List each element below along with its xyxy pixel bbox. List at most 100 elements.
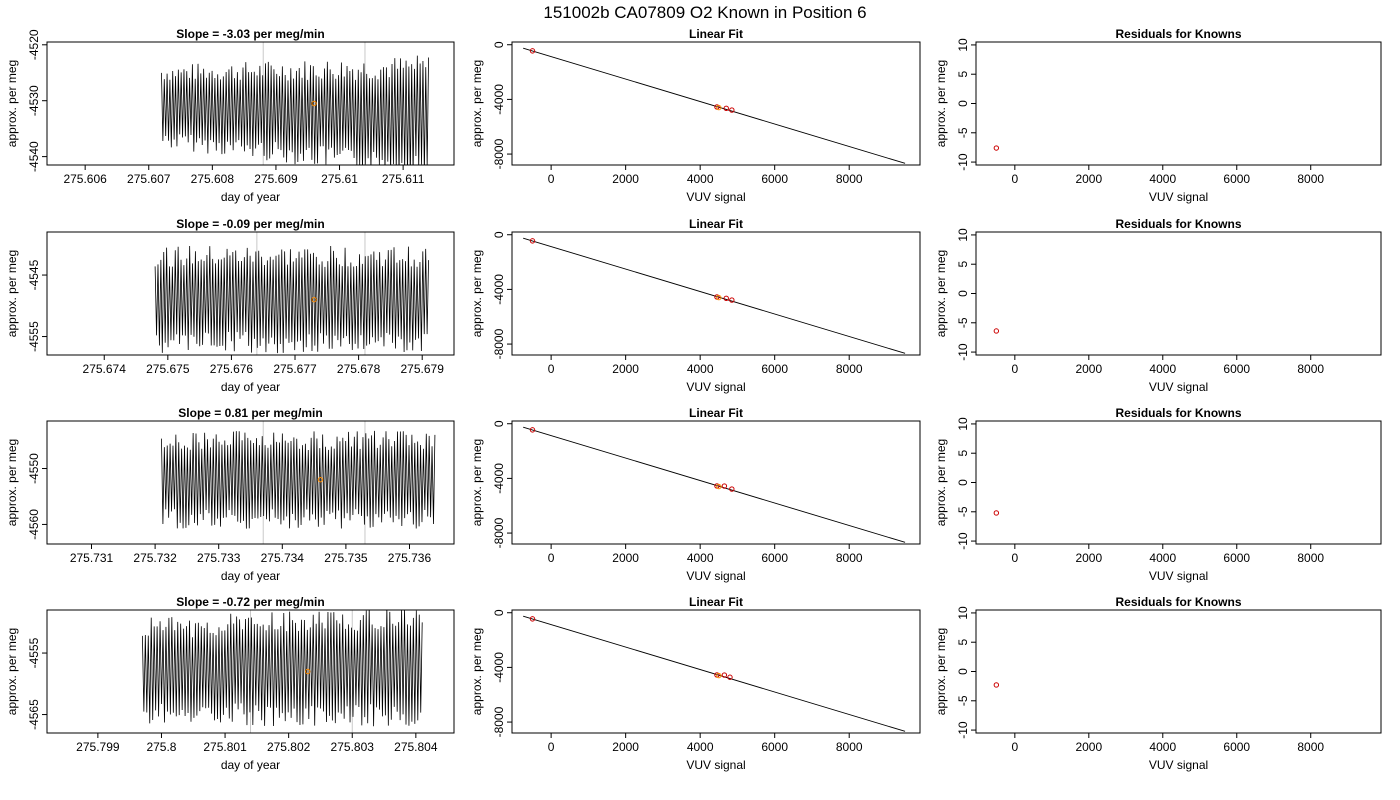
y-tick-label: 0 — [956, 479, 970, 486]
y-tick-label: -4530 — [27, 85, 41, 116]
y-tick-label: -4545 — [27, 259, 41, 290]
y-tick-label: -4520 — [27, 29, 41, 60]
panel-3: Residuals for Knowns 0 2000 4000 6000 8000 -10… — [934, 27, 1382, 204]
plot-frame — [46, 609, 455, 734]
panel-title: Residuals for Knowns — [1115, 595, 1241, 609]
x-tick-label: 0 — [548, 362, 555, 376]
y-tick-label: -5 — [956, 317, 970, 328]
plot-area — [523, 47, 906, 164]
panel-11: Linear Fit 0 2000 4000 6000 8000 -8000 -4000 0 VU… — [470, 595, 921, 772]
x-tick-label: 8000 — [836, 362, 863, 376]
panel-2: Linear Fit 0 2000 4000 6000 8000 -8000 -4000 0 VU… — [470, 27, 921, 204]
plot-area — [161, 421, 436, 544]
x-axis-label: VUV signal — [686, 380, 745, 394]
x-tick-label: 6000 — [761, 740, 788, 754]
plot-frame — [511, 231, 921, 356]
x-tick-label: 2000 — [612, 362, 639, 376]
y-tick-label: -4560 — [27, 509, 41, 540]
y-tick-label: -4000 — [492, 84, 506, 115]
x-tick-label: 275.733 — [197, 551, 241, 565]
x-tick-label: 4000 — [1149, 172, 1176, 186]
data-point — [993, 145, 1000, 151]
y-tick-label: -4000 — [492, 652, 506, 683]
x-tick-label: 4000 — [1149, 740, 1176, 754]
y-tick-label: -5 — [956, 506, 970, 517]
y-tick-label: -4555 — [27, 321, 41, 352]
x-tick-label: 8000 — [1297, 362, 1324, 376]
y-tick-label: 10 — [956, 228, 970, 242]
plot-area — [154, 232, 429, 355]
x-tick-label: 0 — [1011, 362, 1018, 376]
plot-area — [523, 615, 906, 732]
panel-8: Linear Fit 0 2000 4000 6000 8000 -8000 -4000 0 VU… — [470, 406, 921, 583]
y-tick-label: 10 — [956, 38, 970, 52]
x-axis-label: day of year — [221, 569, 280, 583]
y-axis-label: approx. per meg — [934, 60, 948, 147]
y-tick-label: 0 — [956, 668, 970, 675]
y-tick-label: -4555 — [27, 637, 41, 668]
data-point — [716, 104, 722, 111]
y-axis-label: approx. per meg — [5, 439, 19, 526]
data-point — [721, 672, 728, 678]
x-tick-label: 6000 — [761, 362, 788, 376]
x-tick-label: 2000 — [612, 172, 639, 186]
x-axis-label: VUV signal — [1149, 380, 1208, 394]
panel-title: Linear Fit — [689, 217, 743, 231]
panel-5: Linear Fit 0 2000 4000 6000 8000 -8000 -4000 0 VU… — [470, 217, 921, 394]
y-axis-label: approx. per meg — [5, 60, 19, 147]
x-tick-label: 8000 — [836, 172, 863, 186]
x-tick-label: 8000 — [1297, 551, 1324, 565]
y-tick-label: -4000 — [492, 463, 506, 494]
data-point — [721, 483, 728, 489]
panel-title: Slope = -0.09 per meg/min — [176, 217, 324, 231]
x-tick-label: 8000 — [836, 551, 863, 565]
y-axis-label: approx. per meg — [470, 628, 484, 715]
panel-10: Slope = -0.72 per meg/min 275.799 275.8 275… — [5, 595, 455, 772]
plot-area — [161, 42, 429, 165]
y-axis-label: approx. per meg — [934, 250, 948, 337]
mean-marker — [311, 296, 317, 303]
plot-frame — [511, 41, 921, 166]
y-tick-label: -10 — [956, 721, 970, 739]
panel-title: Slope = 0.81 per meg/min — [178, 406, 322, 420]
x-axis-label: VUV signal — [1149, 569, 1208, 583]
x-tick-label: 275.607 — [127, 172, 171, 186]
mean-marker — [305, 668, 311, 675]
y-axis-label: approx. per meg — [5, 250, 19, 337]
y-tick-label: 10 — [956, 417, 970, 431]
y-tick-label: -5 — [956, 127, 970, 138]
y-tick-label: 0 — [956, 290, 970, 297]
x-tick-label: 2000 — [612, 551, 639, 565]
plot-frame — [511, 609, 921, 734]
x-tick-label: 275.735 — [324, 551, 368, 565]
y-tick-label: -10 — [956, 153, 970, 171]
y-axis-label: approx. per meg — [5, 628, 19, 715]
data-point — [529, 48, 536, 54]
fit-line — [523, 426, 906, 543]
data-point — [729, 297, 735, 303]
x-tick-label: 275.736 — [388, 551, 432, 565]
x-tick-label: 275.799 — [76, 740, 120, 754]
panel-9: Residuals for Knowns 0 2000 4000 6000 8000 -10… — [934, 406, 1382, 583]
x-tick-label: 4000 — [687, 740, 714, 754]
x-tick-label: 275.676 — [210, 362, 254, 376]
x-tick-label: 0 — [548, 172, 555, 186]
data-point — [727, 674, 733, 680]
y-tick-label: -4565 — [27, 699, 41, 730]
data-point — [716, 672, 722, 679]
data-point — [529, 427, 536, 433]
x-tick-label: 275.675 — [146, 362, 190, 376]
panels: Slope = -3.03 per meg/min 275.606 275.607 2… — [5, 27, 1382, 772]
plot-area — [523, 426, 906, 543]
x-tick-label: 8000 — [1297, 740, 1324, 754]
plot-area — [993, 682, 1000, 688]
y-axis-label: approx. per meg — [934, 439, 948, 526]
x-tick-label: 275.609 — [254, 172, 298, 186]
x-tick-label: 275.804 — [394, 740, 438, 754]
x-axis-label: day of year — [221, 758, 280, 772]
data-point — [716, 483, 722, 490]
panel-title: Residuals for Knowns — [1115, 217, 1241, 231]
x-tick-label: 275.8 — [146, 740, 176, 754]
x-tick-label: 2000 — [1075, 551, 1102, 565]
y-tick-label: 0 — [492, 231, 506, 238]
